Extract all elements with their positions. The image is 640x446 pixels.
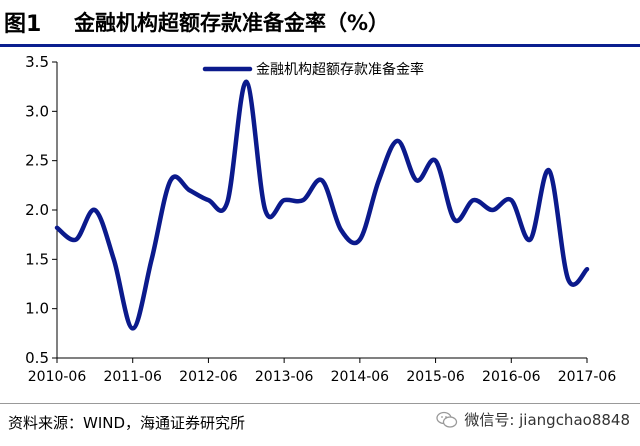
y-tick-label: 1.0 <box>25 300 49 318</box>
plot-area <box>54 79 590 331</box>
chart-axes: 0.5 1.0 1.5 2.0 2.5 3.0 3.5 2010-06 2011-06 2012-… <box>25 53 616 385</box>
chart-legend: 金融机构超额存款准备金率 <box>202 61 424 78</box>
x-tick-label: 2014-06 <box>331 369 390 385</box>
y-tick-label: 2.0 <box>25 201 49 219</box>
x-tick-label: 2016-06 <box>482 369 541 385</box>
x-tick-label: 2012-06 <box>179 369 238 385</box>
figure-number: 图1 <box>4 12 42 37</box>
x-tick-label: 2013-06 <box>255 369 314 385</box>
series-line <box>54 79 590 331</box>
source-note: 资料来源：WIND，海通证券研究所 <box>8 414 246 432</box>
figure-title: 图1 金融机构超额存款准备金率（%） <box>0 0 640 42</box>
y-tick-label: 3.5 <box>25 53 49 71</box>
y-tick-label: 2.5 <box>25 152 49 170</box>
x-tick-label: 2015-06 <box>406 369 465 385</box>
x-tick-label: 2017-06 <box>558 369 617 385</box>
x-tick-label: 2011-06 <box>103 369 162 385</box>
watermark-text: 微信号: jiangchao8848 <box>464 411 630 429</box>
watermark: 微信号: jiangchao8848 <box>436 409 630 430</box>
y-tick-label: 0.5 <box>25 349 49 367</box>
title-divider <box>0 44 640 47</box>
wechat-icon <box>436 411 458 428</box>
y-tick-label: 3.0 <box>25 102 49 120</box>
figure-title-text: 金融机构超额存款准备金率（%） <box>74 11 390 35</box>
footer-divider <box>0 403 640 404</box>
x-tick-label: 2010-06 <box>28 369 87 385</box>
y-tick-label: 1.5 <box>25 250 49 268</box>
legend-label: 金融机构超额存款准备金率 <box>256 61 424 78</box>
line-chart: 0.5 1.0 1.5 2.0 2.5 3.0 3.5 2010-06 2011-06 2012-… <box>25 53 616 385</box>
